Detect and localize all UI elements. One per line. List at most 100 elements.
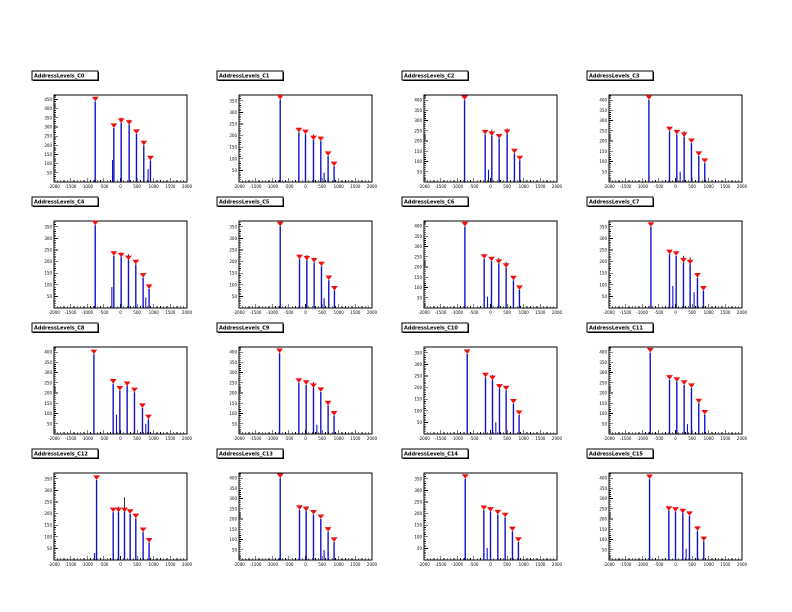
peak-marker-triangle-icon xyxy=(680,257,687,263)
pad-addresslevels_c15: -2000 -1500 -1000 -500 0 500 1000 1500 2000 50 100… xyxy=(585,442,770,568)
plot-frame xyxy=(608,346,743,435)
x-tick-label: 0 xyxy=(674,184,677,189)
x-tick-label: 2000 xyxy=(182,436,193,441)
peak-marker-triangle-icon xyxy=(482,372,489,378)
x-tick-label: -2000 xyxy=(233,184,245,189)
plot-addresslevels_c11: -2000 -1500 -1000 -500 0 500 1000 1500 2000 50 100… xyxy=(586,322,748,441)
peak-marker-triangle-icon xyxy=(140,140,148,146)
peak-marker-triangle-icon xyxy=(123,381,131,387)
x-tick-label: 1000 xyxy=(334,562,345,567)
x-tick-label: 2000 xyxy=(367,436,378,441)
pad-addresslevels_c1: -2000 -1500 -1000 -500 0 500 1000 1500 2000 50 100… xyxy=(215,64,400,190)
peak-marker-triangle-icon xyxy=(666,375,673,380)
y-tick-label: 100 xyxy=(229,156,237,161)
peak-marker-triangle-icon xyxy=(317,136,325,142)
y-tick-label: 400 xyxy=(44,106,52,111)
y-tick-label: 300 xyxy=(599,370,607,375)
x-tick-label: 1000 xyxy=(519,562,530,567)
peak-marker-triangle-icon xyxy=(115,507,122,513)
title-box xyxy=(586,322,654,333)
y-tick-label: 50 xyxy=(602,421,608,426)
peak-marker-triangle-icon xyxy=(330,410,338,416)
x-tick-label: -500 xyxy=(654,310,664,315)
x-tick-label: 1500 xyxy=(350,436,361,441)
y-tick-label: 250 xyxy=(229,248,237,253)
peak-marker-triangle-icon xyxy=(666,249,673,255)
peak-marker-triangle-icon xyxy=(686,511,693,516)
peak-marker-triangle-icon xyxy=(296,505,303,510)
y-tick-label: 100 xyxy=(229,411,237,416)
peak-marker-triangle-icon xyxy=(510,399,517,404)
peak-marker-triangle-icon xyxy=(496,384,503,389)
peak-marker-triangle-icon xyxy=(516,285,523,290)
plot-frame xyxy=(53,472,188,561)
x-tick-label: -1000 xyxy=(266,562,278,567)
y-tick-label: 250 xyxy=(229,380,237,385)
y-tick-label: 250 xyxy=(44,500,52,505)
x-tick-label: 1000 xyxy=(149,436,160,441)
peak-marker-triangle-icon xyxy=(646,474,653,480)
pad-addresslevels_c13: -2000 -1500 -1000 -500 0 500 1000 1500 2000 50 100… xyxy=(215,442,400,568)
peak-marker-triangle-icon xyxy=(488,131,496,136)
pad-addresslevels_c3: -2000 -1500 -1000 -500 0 500 1000 1500 2000 50 100… xyxy=(585,64,770,190)
y-tick-label: 200 xyxy=(44,391,52,396)
y-tick-label: 200 xyxy=(44,511,52,516)
peak-marker-triangle-icon xyxy=(93,475,100,480)
title-box xyxy=(586,196,654,207)
y-tick-label: 50 xyxy=(417,420,423,425)
x-tick-label: -1500 xyxy=(65,436,77,441)
y-tick-label: 250 xyxy=(44,134,52,139)
y-tick-label: 100 xyxy=(599,411,607,416)
y-tick-label: 350 xyxy=(44,224,52,229)
peak-marker-triangle-icon xyxy=(310,383,317,388)
y-tick-label: 300 xyxy=(229,496,237,501)
y-tick-label: 300 xyxy=(414,118,422,123)
x-tick-label: 500 xyxy=(133,562,141,567)
pad-addresslevels_c14: -2000 -1500 -1000 -500 0 500 1000 1500 2000 50 100… xyxy=(400,442,585,568)
pad-addresslevels_c6: -2000 -1500 -1000 -500 0 500 1000 1500 2000 50 100… xyxy=(400,190,585,316)
x-tick-label: 1000 xyxy=(149,310,160,315)
x-tick-label: 1500 xyxy=(350,562,361,567)
peak-marker-triangle-icon xyxy=(109,379,117,384)
peak-marker-triangle-icon xyxy=(509,526,516,532)
x-tick-label: 2000 xyxy=(182,562,193,567)
peak-marker-triangle-icon xyxy=(501,512,509,518)
peak-marker-triangle-icon xyxy=(686,259,694,265)
y-tick-label: 350 xyxy=(414,234,422,239)
y-tick-label: 350 xyxy=(229,98,237,103)
x-tick-label: 1500 xyxy=(165,562,176,567)
x-tick-label: -1000 xyxy=(266,184,278,189)
peak-marker-triangle-icon xyxy=(701,409,709,415)
peak-marker-triangle-icon xyxy=(665,506,673,511)
y-tick-label: 400 xyxy=(599,350,607,355)
x-tick-label: 500 xyxy=(133,310,141,315)
x-tick-label: -1000 xyxy=(451,310,463,315)
y-tick-label: 400 xyxy=(414,98,422,103)
x-tick-label: 500 xyxy=(688,436,696,441)
plot-addresslevels_c9: -2000 -1500 -1000 -500 0 500 1000 1500 2000 50 100… xyxy=(216,322,378,441)
x-tick-label: 2000 xyxy=(182,184,193,189)
peak-marker-triangle-icon xyxy=(515,410,523,415)
y-tick-label: 300 xyxy=(44,125,52,130)
x-tick-label: -1500 xyxy=(620,310,632,315)
x-tick-label: -2000 xyxy=(603,184,615,189)
x-tick-label: -1000 xyxy=(451,562,463,567)
peak-marker-triangle-icon xyxy=(145,284,153,289)
y-tick-label: 150 xyxy=(414,397,422,402)
x-tick-label: 1500 xyxy=(350,310,361,315)
peak-marker-triangle-icon xyxy=(673,377,681,382)
plot-addresslevels_c12: -2000 -1500 -1000 -500 0 500 1000 1500 2000 50 100… xyxy=(31,448,193,567)
x-tick-label: 1000 xyxy=(704,310,715,315)
plot-addresslevels_c3: -2000 -1500 -1000 -500 0 500 1000 1500 2000 50 100… xyxy=(586,70,748,189)
peak-marker-triangle-icon xyxy=(645,95,653,100)
plot-title: AddressLevels_C9 xyxy=(219,326,270,332)
y-tick-label: 200 xyxy=(229,517,237,522)
x-tick-label: 2000 xyxy=(367,310,378,315)
title-box xyxy=(586,70,654,81)
y-tick-label: 50 xyxy=(417,169,423,174)
x-tick-label: -1000 xyxy=(81,184,93,189)
x-tick-label: -1500 xyxy=(435,562,447,567)
x-tick-label: 0 xyxy=(489,184,492,189)
x-tick-label: -2000 xyxy=(603,310,615,315)
y-tick-label: 250 xyxy=(229,122,237,127)
